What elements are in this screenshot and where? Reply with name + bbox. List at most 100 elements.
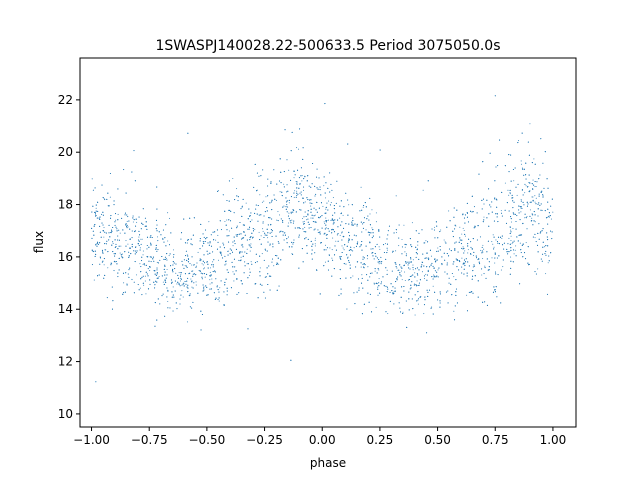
data-point <box>423 313 425 315</box>
data-point <box>239 252 241 254</box>
data-point <box>299 183 301 185</box>
data-point <box>341 221 343 223</box>
data-point <box>279 191 281 193</box>
data-point <box>494 252 496 254</box>
data-point <box>482 244 484 246</box>
data-point <box>414 314 416 316</box>
data-point <box>184 242 186 244</box>
data-point <box>539 174 541 176</box>
data-point <box>454 242 456 244</box>
data-point <box>487 269 489 271</box>
data-point <box>156 261 158 264</box>
data-point <box>522 194 524 196</box>
data-point <box>268 217 270 219</box>
data-point <box>142 250 144 252</box>
data-point <box>147 256 149 258</box>
data-point <box>413 284 415 287</box>
data-point <box>147 268 149 270</box>
data-point <box>402 312 404 315</box>
data-point <box>339 256 341 258</box>
data-point <box>276 289 278 291</box>
data-point <box>126 284 128 286</box>
data-point <box>292 222 294 224</box>
data-point <box>227 241 230 243</box>
data-point <box>178 272 180 274</box>
data-point <box>139 249 141 251</box>
data-point <box>128 251 130 253</box>
data-point <box>187 239 190 241</box>
data-point <box>259 271 261 273</box>
data-point <box>195 281 197 283</box>
data-point <box>468 291 470 294</box>
data-point <box>458 260 460 262</box>
data-point <box>378 269 380 271</box>
data-point <box>212 270 214 273</box>
data-point <box>124 212 127 214</box>
data-point <box>116 228 118 230</box>
data-point <box>369 293 371 295</box>
data-point <box>371 209 373 211</box>
data-point <box>408 261 410 263</box>
data-point <box>368 232 370 234</box>
data-point <box>134 253 136 255</box>
data-point <box>415 285 418 287</box>
data-point <box>336 180 338 182</box>
data-point <box>511 194 513 196</box>
data-point <box>184 265 186 267</box>
data-point <box>531 217 533 219</box>
data-point <box>148 246 150 248</box>
data-point <box>537 232 539 234</box>
data-point <box>153 270 155 272</box>
data-point <box>150 243 152 245</box>
data-point <box>375 306 377 308</box>
data-point <box>373 283 375 285</box>
data-point <box>281 191 283 193</box>
data-point <box>153 287 156 289</box>
data-point <box>98 274 100 276</box>
data-point <box>310 211 312 213</box>
data-point <box>532 188 534 190</box>
data-point <box>259 238 261 241</box>
data-point <box>131 171 133 173</box>
data-point <box>363 257 365 259</box>
data-point <box>270 224 272 226</box>
data-point <box>379 292 381 294</box>
data-point <box>236 225 238 227</box>
data-point <box>109 217 112 219</box>
data-point <box>260 214 262 216</box>
data-point <box>310 205 312 207</box>
data-point <box>353 292 355 294</box>
data-point <box>209 283 211 285</box>
data-point <box>408 262 410 264</box>
data-point <box>185 250 187 252</box>
data-point <box>199 238 201 240</box>
data-point <box>410 275 412 277</box>
data-point <box>325 227 327 229</box>
data-point <box>169 307 171 309</box>
data-point <box>183 285 185 287</box>
data-point <box>244 265 246 267</box>
data-point <box>400 275 402 277</box>
data-point <box>342 227 345 230</box>
data-point <box>470 241 472 243</box>
data-point <box>208 244 210 246</box>
data-point <box>345 277 347 279</box>
data-point <box>192 273 194 275</box>
data-point <box>186 286 188 288</box>
data-point <box>440 229 442 231</box>
data-point <box>91 178 93 180</box>
data-point <box>114 212 117 215</box>
data-point <box>264 297 267 299</box>
data-point <box>399 307 401 309</box>
data-point <box>279 158 281 160</box>
data-point <box>483 216 485 218</box>
data-point <box>228 230 230 232</box>
data-point <box>328 230 330 232</box>
data-point <box>403 285 405 288</box>
data-point <box>125 272 127 274</box>
data-point <box>114 246 116 248</box>
data-point <box>386 290 388 293</box>
data-point <box>107 251 109 253</box>
data-point <box>494 289 496 291</box>
data-point <box>352 217 354 219</box>
